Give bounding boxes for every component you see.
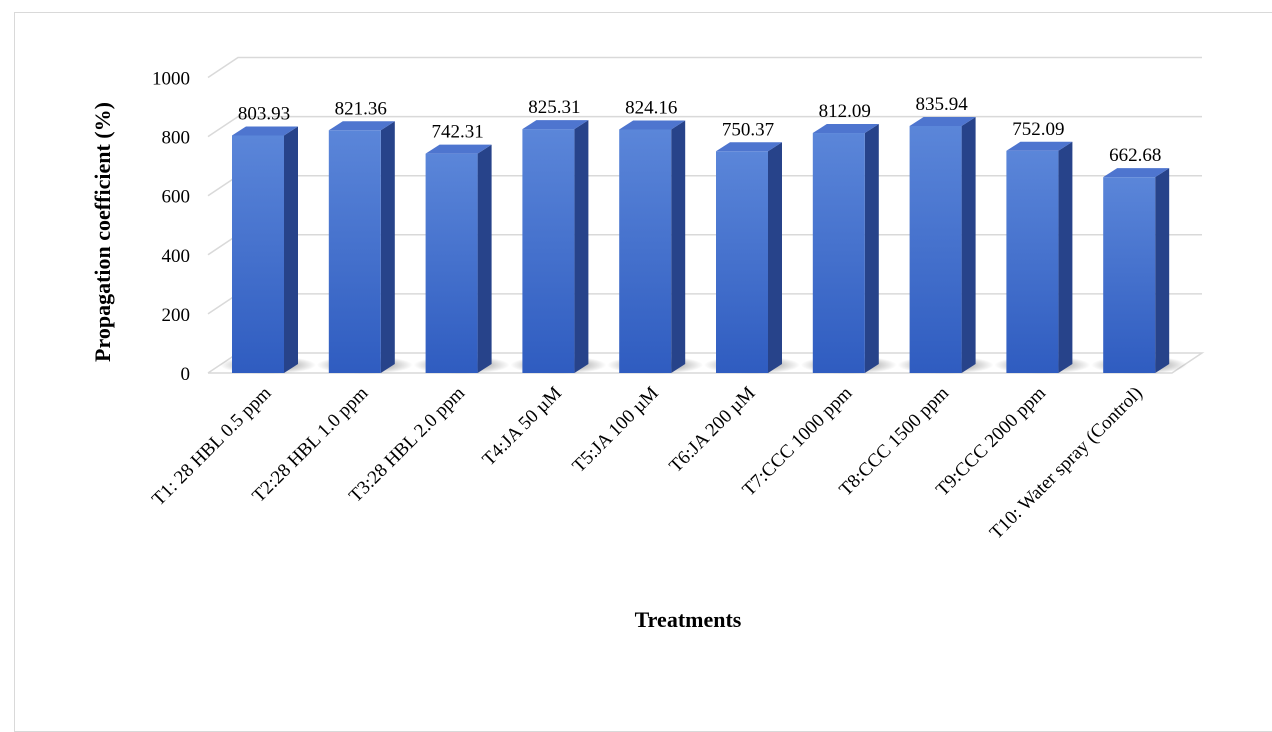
y-tick-label: 0 <box>181 364 191 385</box>
bar-side <box>1058 141 1073 373</box>
bar-front <box>1103 177 1156 373</box>
bar-front <box>619 129 672 373</box>
bar <box>1103 168 1170 373</box>
bar <box>328 121 395 373</box>
bar <box>716 142 782 373</box>
data-label: 824.16 <box>625 97 677 118</box>
bar <box>522 120 589 373</box>
data-label: 742.31 <box>431 122 483 143</box>
y-tick-label: 400 <box>162 246 191 267</box>
bar-side <box>284 126 298 373</box>
bar-side <box>961 116 976 373</box>
x-tick-label: T4:JA 50 µM <box>478 383 566 471</box>
y-tick-label: 1000 <box>152 69 190 90</box>
data-label: 825.31 <box>528 97 580 118</box>
x-axis-title: Treatments <box>635 607 742 632</box>
bar-front <box>425 153 478 373</box>
bars <box>232 116 1170 373</box>
y-tick-label: 600 <box>162 187 191 208</box>
x-tick-label: T5:JA 100 µM <box>568 383 662 477</box>
bar-top <box>1006 141 1073 151</box>
y-tick-labels: 0 200 400 600 800 1000 <box>152 69 190 386</box>
bar-chart: 803.93 821.36 742.31 825.31 824.16 750.37 812.… <box>90 56 1205 632</box>
bar <box>232 126 298 373</box>
bar-front <box>909 125 962 373</box>
bar-top <box>522 120 589 130</box>
y-axis-title: Propagation coefficient (%) <box>90 102 115 362</box>
bar-side <box>671 120 686 373</box>
bar-front <box>522 129 575 373</box>
bar-top <box>812 124 879 134</box>
bar-side <box>477 144 492 373</box>
bar-top <box>619 120 686 130</box>
gridline <box>207 115 1202 138</box>
data-label: 750.37 <box>722 119 774 140</box>
bar-top <box>716 142 782 152</box>
bar <box>619 120 686 373</box>
y-tick-label: 800 <box>162 128 191 149</box>
bar-side <box>380 121 395 373</box>
data-label: 803.93 <box>238 103 290 124</box>
bar <box>425 144 492 373</box>
bar-front <box>1006 150 1059 373</box>
x-tick-label: T6:JA 200 µM <box>665 383 759 477</box>
bar-side <box>864 124 879 373</box>
data-label: 835.94 <box>915 94 968 115</box>
bar <box>812 124 879 373</box>
data-labels: 803.93 821.36 742.31 825.31 824.16 750.37 812.… <box>238 94 1161 166</box>
bar-top <box>425 144 492 154</box>
bar <box>909 116 976 373</box>
data-label: 812.09 <box>819 101 871 122</box>
bar-front <box>812 133 865 373</box>
bar-top <box>1103 168 1170 178</box>
data-label: 662.68 <box>1109 145 1161 166</box>
bar-front <box>232 135 284 373</box>
bar <box>1006 141 1073 373</box>
bar-top <box>909 116 976 126</box>
data-label: 821.36 <box>335 98 387 119</box>
y-tick-label: 200 <box>162 305 191 326</box>
bar-side <box>1155 168 1170 373</box>
bar-top <box>328 121 395 131</box>
gridline <box>207 56 1202 79</box>
bar-side <box>768 142 782 373</box>
bar-front <box>328 130 381 373</box>
data-label: 752.09 <box>1012 119 1064 140</box>
bar-front <box>716 151 768 373</box>
bar-side <box>574 120 589 373</box>
bar-top <box>232 126 298 136</box>
